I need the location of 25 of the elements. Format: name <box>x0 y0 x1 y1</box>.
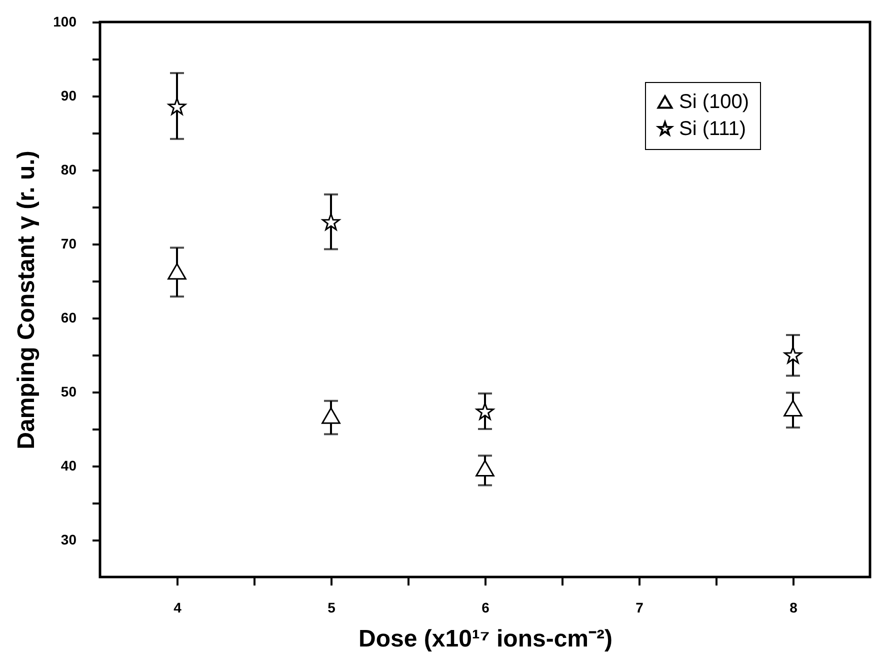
x-tick-label: 4 <box>174 600 182 616</box>
point <box>784 400 802 417</box>
y-tick-label: 90 <box>60 88 77 104</box>
y-tick-label: 100 <box>53 14 77 30</box>
y-tick-label: 70 <box>60 236 77 252</box>
x-tick-label: 7 <box>636 600 644 616</box>
point <box>168 98 186 115</box>
y-tick-label: 40 <box>60 458 77 474</box>
y-tick-label: 60 <box>60 310 77 326</box>
y-tick-label: 50 <box>60 384 77 400</box>
legend-label: Si (111) <box>679 118 746 140</box>
x-tick-label: 6 <box>482 600 490 616</box>
x-tick-label: 8 <box>790 600 798 616</box>
point <box>322 213 340 230</box>
point <box>322 407 340 424</box>
point <box>168 263 186 280</box>
point <box>476 402 494 420</box>
point <box>784 346 802 364</box>
point <box>476 460 494 476</box>
y-tick-label: 30 <box>60 532 77 548</box>
x-tick-label: 5 <box>328 600 336 616</box>
legend-label: Si (100) <box>679 91 750 113</box>
x-axis-title: Dose (x10¹⁷ ions-cm⁻²) <box>358 626 612 652</box>
y-axis-title: Damping Constant γ (r. u.) <box>13 150 40 450</box>
y-tick-label: 80 <box>60 162 77 178</box>
